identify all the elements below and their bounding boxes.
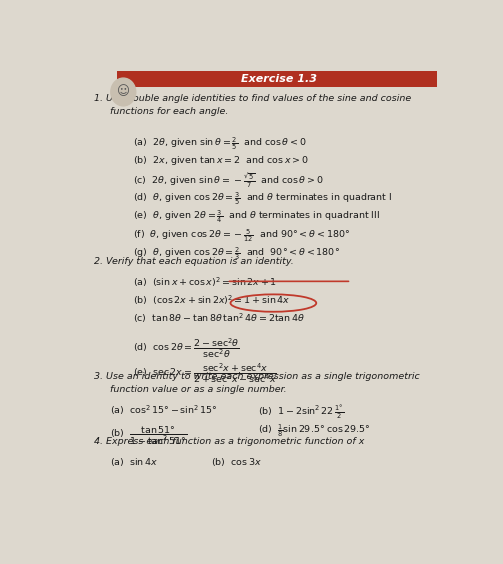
Text: 3. Use an identity to write each expression as a single trigonometric: 3. Use an identity to write each express… xyxy=(94,372,420,381)
Text: (b)  $\dfrac{\tan 51°}{1-\tan^2 51°}$: (b) $\dfrac{\tan 51°}{1-\tan^2 51°}$ xyxy=(110,425,187,447)
Text: (b)  $(\cos 2x + \sin 2x)^2 = 1 + \sin 4x$: (b) $(\cos 2x + \sin 2x)^2 = 1 + \sin 4x… xyxy=(133,293,290,307)
Text: ☺: ☺ xyxy=(117,86,130,99)
Text: (c)  $2\theta$, given $\sin\theta = -\frac{\sqrt{5}}{7}$  and $\cos\theta > 0$: (c) $2\theta$, given $\sin\theta = -\fra… xyxy=(133,172,324,191)
Text: (e)  $\theta$, given $2\theta = \frac{3}{4}$  and $\theta$ terminates in quadran: (e) $\theta$, given $2\theta = \frac{3}{… xyxy=(133,208,380,226)
Text: 4. Express each function as a trigonometric function of x: 4. Express each function as a trigonomet… xyxy=(94,437,365,446)
Text: (b)  $\cos 3x$: (b) $\cos 3x$ xyxy=(211,456,262,468)
Text: (c)  $\tan 8\theta - \tan 8\theta\,\tan^2 4\theta = 2\tan 4\theta$: (c) $\tan 8\theta - \tan 8\theta\,\tan^2… xyxy=(133,312,305,325)
Text: (b)  $2x$, given $\tan x = 2$  and $\cos x > 0$: (b) $2x$, given $\tan x = 2$ and $\cos x… xyxy=(133,153,309,167)
Text: (f)  $\theta$, given $\cos 2\theta = -\frac{5}{12}$  and $90° < \theta < 180°$: (f) $\theta$, given $\cos 2\theta = -\fr… xyxy=(133,227,350,244)
Text: (d)  $\theta$, given $\cos 2\theta = \frac{3}{5}$  and $\theta$ terminates in qu: (d) $\theta$, given $\cos 2\theta = \fra… xyxy=(133,190,392,207)
Text: (a)  $2\theta$, given $\sin\theta = \frac{2}{5}$  and $\cos\theta < 0$: (a) $2\theta$, given $\sin\theta = \frac… xyxy=(133,135,307,152)
Text: (d)  $\frac{1}{8}\sin 29.5°\;\cos 29.5°$: (d) $\frac{1}{8}\sin 29.5°\;\cos 29.5°$ xyxy=(258,422,371,439)
Text: function value or as a single number.: function value or as a single number. xyxy=(110,385,286,394)
Text: (d)  $\cos 2\theta = \dfrac{2-\sec^2\!\theta}{\sec^2\!\theta}$: (d) $\cos 2\theta = \dfrac{2-\sec^2\!\th… xyxy=(133,336,239,360)
Text: (a)  $(\sin x + \cos x)^2 = \sin 2x + 1$: (a) $(\sin x + \cos x)^2 = \sin 2x + 1$ xyxy=(133,275,277,289)
Text: (a)  $\cos^2 15° - \sin^2 15°$: (a) $\cos^2 15° - \sin^2 15°$ xyxy=(110,404,217,417)
Text: (e)  $\sec 2x = \dfrac{\sec^2\!x + \sec^4\!x}{2+\sec^2\!x - \sec^4\!x}$: (e) $\sec 2x = \dfrac{\sec^2\!x + \sec^4… xyxy=(133,361,277,385)
Text: (g)  $\theta$, given $\cos 2\theta = \frac{2}{3}$  and  $90° < \theta < 180°$: (g) $\theta$, given $\cos 2\theta = \fra… xyxy=(133,245,340,262)
Text: (b)  $1 - 2\sin^2 22\,\frac{1°}{2}$: (b) $1 - 2\sin^2 22\,\frac{1°}{2}$ xyxy=(258,404,344,422)
Text: (a)  $\sin 4x$: (a) $\sin 4x$ xyxy=(110,456,158,468)
Text: 1. Use double angle identities to find values of the sine and cosine: 1. Use double angle identities to find v… xyxy=(94,94,411,103)
Text: functions for each angle.: functions for each angle. xyxy=(110,107,228,116)
Circle shape xyxy=(111,78,136,106)
Text: 2. Verify that each equation is an identity.: 2. Verify that each equation is an ident… xyxy=(94,257,294,266)
Text: Exercise 1.3: Exercise 1.3 xyxy=(241,74,317,84)
FancyBboxPatch shape xyxy=(117,70,437,87)
